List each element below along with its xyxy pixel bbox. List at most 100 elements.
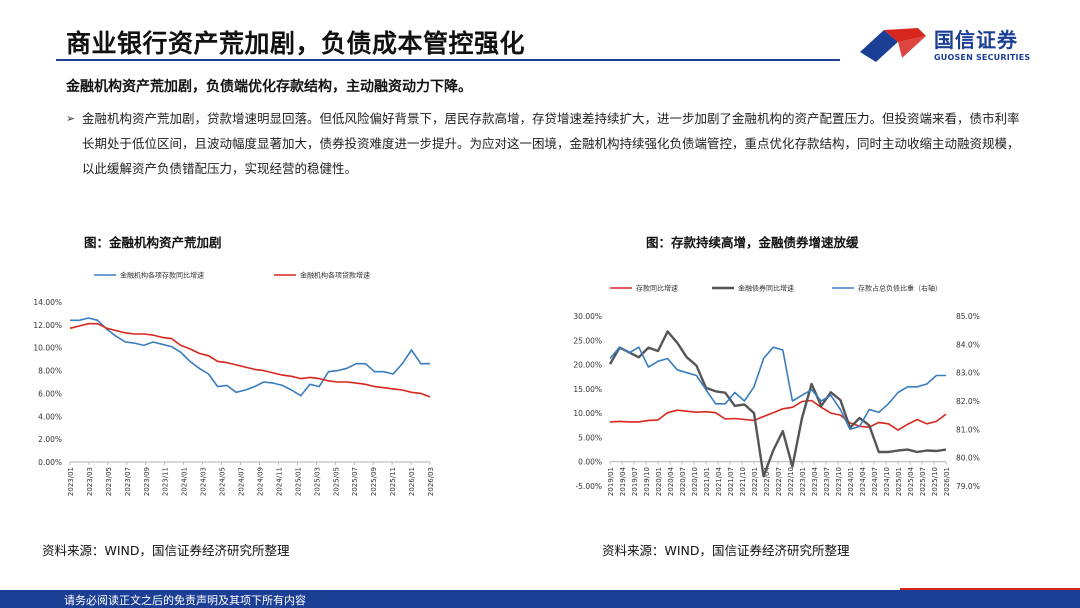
y-tick-label: 12.00% [33, 321, 62, 330]
x-tick-label: 2025/04 [907, 466, 915, 496]
y-tick-label: 15.00% [573, 385, 602, 394]
y-tick-label: 10.00% [573, 409, 602, 418]
series-line-0 [609, 399, 947, 431]
chart-title-left: 图：金融机构资产荒加剧 [84, 235, 222, 250]
y2-tick-label: 79.0% [956, 482, 980, 491]
legend-label-0: 存款同比增速 [636, 284, 678, 293]
x-tick-label: 2021/01 [703, 467, 711, 496]
x-tick-label: 2020/10 [691, 467, 699, 496]
bullet-arrow-icon: ➢ [66, 112, 76, 125]
x-tick-label: 2023/07 [823, 467, 831, 496]
footer-accent-bar [900, 588, 1080, 591]
x-tick-label: 2025/09 [370, 467, 378, 496]
x-tick-label: 2021/07 [727, 467, 735, 496]
x-tick-label: 2023/10 [835, 467, 843, 496]
x-tick-label: 2023/01 [67, 467, 75, 496]
x-tick-label: 2021/10 [739, 467, 747, 496]
x-tick-label: 2020/07 [679, 467, 687, 496]
x-tick-label: 2024/07 [238, 467, 246, 496]
brand-logo: 国信证券 GUOSEN SECURITIES [858, 22, 1038, 66]
x-tick-label: 2026/03 [427, 467, 435, 496]
x-tick-label: 2023/03 [86, 467, 94, 496]
x-tick-label: 2022/07 [775, 467, 783, 496]
x-tick-label: 2024/05 [219, 467, 227, 496]
x-tick-label: 2026/01 [943, 467, 951, 496]
x-tick-label: 2019/04 [619, 466, 627, 496]
y-tick-label: 5.00% [578, 433, 602, 442]
logo-english-name: GUOSEN SECURITIES [934, 53, 1031, 62]
page-title: 商业银行资产荒加剧，负债成本管控强化 [66, 29, 526, 58]
x-tick-label: 2024/03 [200, 467, 208, 496]
legend-label-1: 金融债券同比增速 [738, 284, 794, 293]
y2-tick-label: 82.0% [956, 397, 980, 406]
x-tick-label: 2026/01 [408, 467, 416, 496]
y2-tick-label: 84.0% [956, 340, 980, 349]
y-tick-label: 8.00% [38, 367, 62, 376]
x-tick-label: 2022/04 [763, 466, 771, 496]
x-tick-label: 2023/11 [162, 467, 170, 496]
body-paragraph: ➢ 金融机构资产荒加剧，贷款增速明显回落。但低风险偏好背景下，居民存款高增，存贷… [66, 106, 1026, 181]
x-tick-label: 2024/04 [859, 466, 867, 496]
x-tick-label: 2020/01 [655, 467, 663, 496]
x-tick-label: 2022/10 [787, 467, 795, 496]
legend-label-1: 金融机构各项贷款增速 [300, 271, 370, 280]
x-tick-label: 2025/05 [332, 467, 340, 496]
x-tick-label: 2024/07 [871, 467, 879, 496]
x-tick-label: 2025/01 [895, 467, 903, 496]
x-tick-label: 2023/01 [799, 467, 807, 496]
x-tick-label: 2019/10 [643, 467, 651, 496]
y-tick-label: 0.00% [38, 458, 62, 467]
logo-mark-icon [860, 28, 926, 62]
x-tick-label: 2025/01 [294, 467, 302, 496]
y-tick-label: 2.00% [38, 435, 62, 444]
y2-tick-label: 83.0% [956, 369, 980, 378]
x-tick-label: 2023/09 [143, 467, 151, 496]
x-tick-label: 2024/01 [847, 467, 855, 496]
y-tick-label: 6.00% [38, 389, 62, 398]
y-tick-label: 4.00% [38, 412, 62, 421]
x-tick-label: 2023/04 [811, 466, 819, 496]
source-note-left: 资料来源：WIND，国信证券经济研究所整理 [42, 543, 290, 558]
x-tick-label: 2025/07 [351, 467, 359, 496]
y2-tick-label: 80.0% [956, 454, 980, 463]
chart-title-right: 图：存款持续高增，金融债券增速放缓 [646, 235, 859, 250]
series-line-1 [69, 322, 431, 398]
x-tick-label: 2024/09 [256, 467, 264, 496]
x-tick-label: 2025/07 [919, 467, 927, 496]
x-tick-label: 2025/11 [389, 467, 397, 496]
title-divider [56, 59, 840, 61]
legend-label-0: 金融机构各项存款同比增速 [120, 271, 204, 280]
x-tick-label: 2023/05 [105, 467, 113, 496]
y-tick-label: 20.00% [573, 361, 602, 370]
x-tick-label: 2024/10 [883, 467, 891, 496]
y-tick-label: 0.00% [578, 458, 602, 467]
series-line-1 [608, 330, 947, 478]
logo-chinese-name: 国信证券 [934, 28, 1018, 52]
y-tick-label: 30.00% [573, 312, 602, 321]
x-tick-label: 2021/04 [715, 466, 723, 496]
x-tick-label: 2022/01 [751, 467, 759, 496]
y-tick-label: 14.00% [33, 298, 62, 307]
series-line-0 [70, 317, 430, 397]
x-tick-label: 2024/01 [181, 467, 189, 496]
y-tick-label: 25.00% [573, 336, 602, 345]
y2-tick-label: 81.0% [956, 425, 980, 434]
body-paragraph-text: 金融机构资产荒加剧，贷款增速明显回落。但低风险偏好背景下，居民存款高增，存贷增速… [82, 111, 1020, 176]
section-subtitle: 金融机构资产荒加剧，负债端优化存款结构，主动融资动力下降。 [66, 79, 472, 95]
y-tick-label: -5.00% [575, 482, 602, 491]
legend-label-2: 存款占总负债比重（右轴） [858, 284, 942, 293]
x-tick-label: 2025/03 [313, 467, 321, 496]
series-line-2 [609, 346, 946, 431]
x-tick-label: 2025/10 [931, 467, 939, 496]
x-tick-label: 2019/07 [631, 467, 639, 496]
x-tick-label: 2020/04 [667, 466, 675, 496]
x-tick-label: 2024/11 [275, 467, 283, 496]
footer-disclaimer: 请务必阅读正文之后的免责声明及其项下所有内容 [64, 594, 306, 607]
source-note-right: 资料来源：WIND，国信证券经济研究所整理 [602, 543, 850, 558]
footer-bar: 请务必阅读正文之后的免责声明及其项下所有内容 [0, 590, 1080, 608]
y-tick-label: 10.00% [33, 344, 62, 353]
x-tick-label: 2023/07 [124, 467, 132, 496]
y2-tick-label: 85.0% [956, 312, 980, 321]
